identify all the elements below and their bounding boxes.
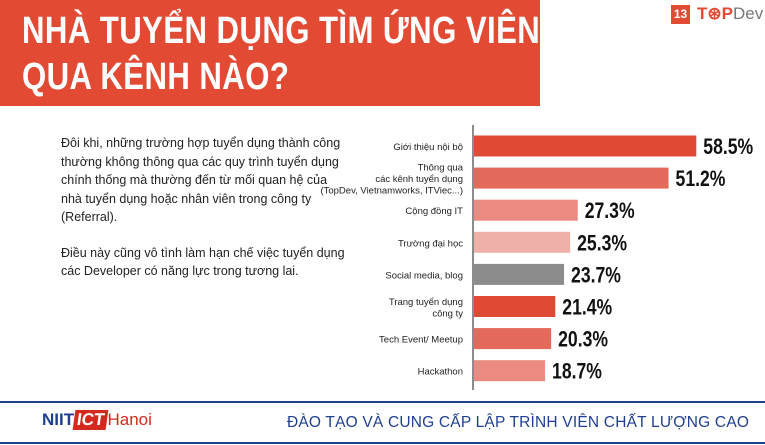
data-label: 23.7% bbox=[571, 264, 621, 288]
category-label: Trường đại học bbox=[398, 238, 463, 249]
bar bbox=[474, 328, 552, 350]
bar bbox=[474, 296, 556, 317]
logo-niit: NIIT bbox=[42, 410, 75, 429]
bar-chart: 58.5% Giới thiệu nội bộ 51.2% Thông quacác … bbox=[320, 125, 753, 390]
title-line-2: QUA KÊNH NÀO? bbox=[22, 56, 290, 98]
title-banner: NHÀ TUYỂN DỤNG TÌM ỨNG VIÊN QUA KÊNH NÀO… bbox=[0, 0, 540, 106]
data-label: 21.4% bbox=[562, 296, 612, 320]
data-label: 58.5% bbox=[703, 135, 753, 159]
footer-divider-top bbox=[0, 401, 765, 403]
description: Đôi khi, những trường hợp tuyển dụng thà… bbox=[61, 134, 346, 298]
topdev-logo: T⊛PDev bbox=[697, 4, 763, 24]
bar bbox=[474, 263, 565, 285]
data-label: 27.3% bbox=[585, 199, 635, 223]
bar bbox=[474, 135, 697, 157]
logo-hanoi: Hanoi bbox=[107, 410, 152, 429]
bar bbox=[474, 167, 669, 189]
category-label: các kênh tuyển dụng bbox=[375, 174, 463, 185]
logo-o-icon: ⊛ bbox=[707, 4, 722, 23]
category-label: Hackathon bbox=[418, 367, 463, 378]
data-label: 51.2% bbox=[676, 167, 726, 191]
logo-t: T bbox=[697, 4, 708, 23]
category-label: Giới thiệu nội bộ bbox=[393, 142, 463, 153]
data-label: 25.3% bbox=[577, 232, 627, 256]
title-line-1: NHÀ TUYỂN DỤNG TÌM ỨNG VIÊN bbox=[22, 10, 541, 52]
data-label: 18.7% bbox=[552, 360, 602, 384]
description-paragraph-2: Điều này cũng vô tình làm hạn chế việc t… bbox=[61, 245, 345, 279]
description-paragraph-1: Đôi khi, những trường hợp tuyển dụng thà… bbox=[61, 136, 341, 224]
logo-dev: Dev bbox=[732, 4, 764, 23]
page-number: 13 bbox=[671, 5, 690, 24]
category-label: Thông qua bbox=[418, 163, 464, 174]
bar bbox=[474, 231, 571, 253]
category-label: Cộng đồng IT bbox=[405, 206, 463, 217]
category-label: Trang tuyển dụng bbox=[389, 297, 463, 308]
niit-ict-hanoi-logo: NIIT ICTHanoi bbox=[42, 410, 152, 430]
page-title: NHÀ TUYỂN DỤNG TÌM ỨNG VIÊN QUA KÊNH NÀO… bbox=[22, 8, 547, 100]
data-label: 20.3% bbox=[558, 328, 608, 352]
category-label: công ty bbox=[432, 308, 463, 319]
logo-ict: ICT bbox=[72, 410, 109, 430]
footer-divider-bottom bbox=[0, 442, 765, 444]
bar bbox=[474, 360, 546, 382]
logo-p: P bbox=[721, 4, 733, 23]
category-label: Social media, blog bbox=[385, 270, 463, 281]
category-label: (TopDev, Vietnamworks, ITViec...) bbox=[320, 186, 463, 197]
bar bbox=[474, 199, 578, 221]
footer-slogan: ĐÀO TẠO VÀ CUNG CẤP LẬP TRÌNH VIÊN CHẤT … bbox=[287, 414, 750, 431]
category-label: Tech Event/ Meetup bbox=[379, 335, 463, 346]
